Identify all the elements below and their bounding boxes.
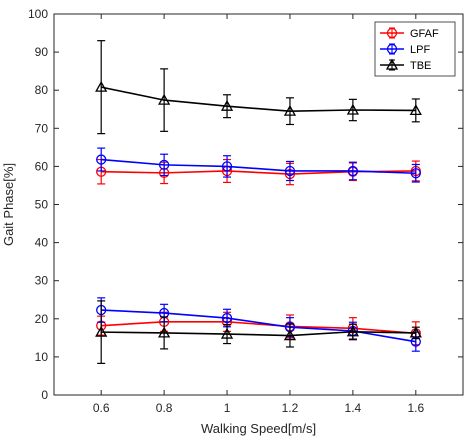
y-axis-title: Gait Phase[%] [1, 163, 16, 246]
data-point-tbe [409, 326, 422, 338]
data-point-tbe [220, 327, 234, 339]
series-lpf-group [96, 147, 421, 183]
data-point-lpf [284, 165, 296, 177]
series-tbe-group [95, 300, 422, 364]
y-tick-label: 100 [28, 7, 48, 21]
data-point-lpf [347, 165, 359, 177]
y-tick-label: 60 [35, 159, 49, 173]
legend-marker-gfaf [386, 27, 398, 39]
series-line-gfaf [101, 321, 416, 335]
data-point-lpf [158, 159, 170, 171]
legend-label-lpf: LPF [410, 44, 430, 56]
legend-label-tbe: TBE [410, 60, 431, 72]
y-tick-label: 10 [35, 350, 49, 364]
data-point-tbe [283, 104, 297, 116]
data-point-tbe [158, 93, 171, 105]
legend-label-gfaf: GFAF [410, 28, 439, 40]
data-point-tbe [346, 103, 359, 115]
y-tick-label: 40 [35, 236, 49, 250]
data-point-tbe [220, 99, 234, 111]
data-point-tbe [95, 325, 108, 337]
series-line-tbe [101, 86, 416, 112]
y-tick-label: 50 [35, 198, 49, 212]
data-point-lpf [96, 154, 107, 165]
data-point-lpf [410, 168, 421, 179]
series-tbe-group [95, 40, 422, 135]
series-line-lpf [101, 309, 416, 343]
axis-ticks: 0 10 20 30 40 50 60 70 80 90 100 0.6 0.8 1 1.2 1.4 1.6 [28, 7, 463, 415]
data-point-tbe [158, 326, 171, 338]
data-point-tbe [346, 325, 359, 337]
legend-item-gfaf: GFAF [380, 27, 439, 40]
y-tick-label: 30 [35, 274, 49, 288]
series-line-tbe [101, 330, 416, 337]
x-tick-label: 0.6 [93, 401, 110, 415]
data-point-tbe [409, 104, 422, 116]
x-tick-label: 1.4 [345, 401, 362, 415]
data-point-lpf [221, 161, 233, 172]
y-tick-label: 0 [41, 388, 48, 402]
series-layer [95, 40, 422, 364]
series-tbe [95, 40, 422, 364]
y-tick-label: 70 [35, 121, 49, 135]
x-tick-label: 0.8 [156, 401, 173, 415]
legend-marker-lpf [386, 43, 398, 55]
legend-item-lpf: LPF [380, 43, 430, 56]
series-line-lpf [101, 158, 416, 175]
x-tick-label: 1 [224, 401, 231, 415]
y-tick-label: 20 [35, 312, 49, 326]
x-axis-title: Walking Speed[m/s] [201, 421, 316, 436]
data-point-tbe [283, 329, 297, 341]
data-point-lpf [221, 312, 233, 324]
y-tick-label: 90 [35, 45, 49, 59]
legend-item-tbe: TBE [380, 58, 431, 72]
x-tick-label: 1.6 [407, 401, 424, 415]
legend: GFAF LPF TBE [374, 21, 456, 77]
legend-marker-tbe [385, 58, 399, 70]
data-point-tbe [95, 80, 108, 92]
y-tick-label: 80 [35, 83, 49, 97]
x-tick-label: 1.2 [282, 401, 299, 415]
